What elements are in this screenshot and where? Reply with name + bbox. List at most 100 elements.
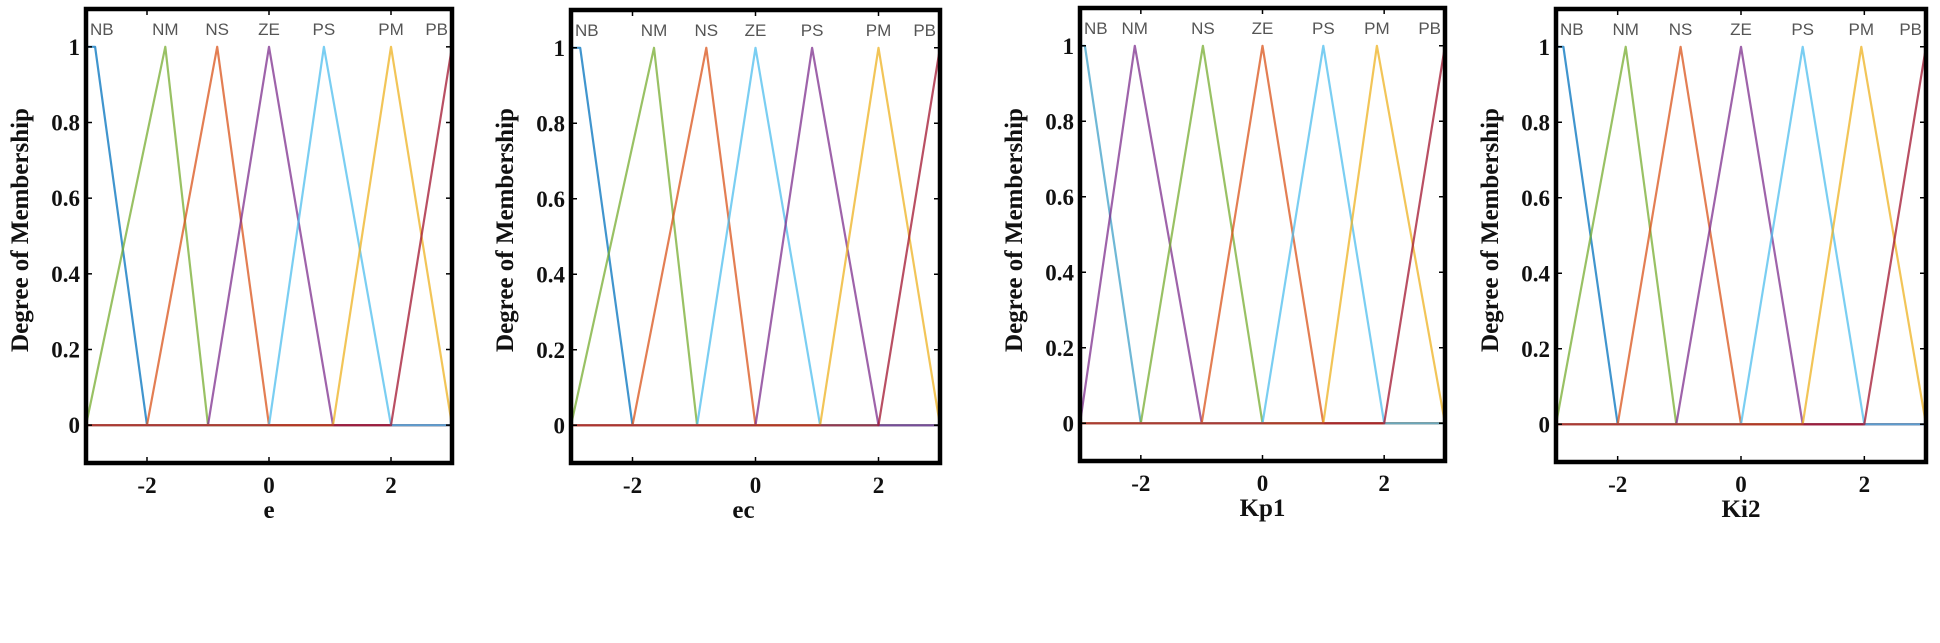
y-tick-label: 0.4 (1045, 260, 1074, 285)
mf-line-pm (1556, 45, 1928, 426)
y-tick-label: 0.6 (1045, 185, 1074, 210)
mf-name-label: NB (1560, 20, 1584, 39)
mf-line-pm (1080, 44, 1447, 425)
y-tick-label: 0.4 (536, 262, 565, 287)
x-tick-label: 2 (873, 473, 885, 498)
mf-name-label: PB (1418, 19, 1441, 38)
x-tick-label: 0 (1735, 472, 1747, 497)
x-tick-label: 2 (385, 473, 397, 498)
mf-name-label: PM (378, 20, 404, 39)
membership-plot-kp1: NB NM NS ZE PS PM PB 0 0.2 0.4 0.6 0.8 1 -2 0 2 Kp1 Degre… (1001, 5, 1448, 522)
mf-line-ps (86, 45, 452, 427)
y-tick-label: 1 (69, 35, 81, 60)
x-axis-label: ec (732, 497, 754, 524)
mf-line-ps (571, 46, 940, 427)
y-tick-label: 1 (1063, 34, 1075, 59)
x-tick-label: 0 (750, 473, 762, 498)
mf-name-label: NB (575, 21, 599, 40)
y-tick-label: 0.2 (536, 338, 565, 363)
mf-line-nm (1078, 44, 1445, 425)
mf-name-label: PB (425, 20, 448, 39)
mf-name-label: PS (313, 20, 336, 39)
y-tick-label: 0.2 (1045, 336, 1074, 361)
mf-name-label: NM (152, 20, 178, 39)
mf-line-pm (86, 45, 454, 427)
mf-name-label: PM (866, 21, 892, 40)
mf-name-label: NB (90, 20, 114, 39)
y-axis-label: Degree of Membership (1001, 108, 1028, 352)
y-tick-label: 0.6 (536, 187, 565, 212)
mf-name-label: PB (1899, 20, 1922, 39)
mf-line-pm (571, 46, 942, 427)
mf-line-ns (571, 46, 940, 427)
x-tick-label: 0 (263, 473, 275, 498)
axes-frame (83, 6, 455, 466)
y-tick-label: 0.2 (1521, 337, 1550, 362)
y-tick-label: 0.4 (51, 262, 80, 287)
x-tick-label: -2 (1131, 471, 1150, 496)
mf-name-label: NS (1191, 19, 1215, 38)
axes-frame (1077, 5, 1448, 464)
mf-line-ps (1080, 44, 1445, 425)
y-tick-label: 1 (1539, 35, 1551, 60)
x-tick-label: -2 (1608, 472, 1627, 497)
y-tick-label: 1 (554, 36, 566, 61)
y-tick-label: 0 (554, 413, 566, 438)
mf-line-pb (86, 46, 454, 427)
mf-line-ns (86, 45, 452, 427)
y-tick-label: 0.4 (1521, 261, 1550, 286)
mf-name-label: PB (913, 21, 936, 40)
x-tick-label: 2 (1378, 471, 1390, 496)
mf-line-nm (84, 45, 452, 427)
y-tick-label: 0.8 (1045, 109, 1074, 134)
x-axis-label: e (263, 497, 274, 524)
mf-name-label: NM (1612, 20, 1638, 39)
mf-line-nm (569, 46, 940, 427)
mf-line-nb (86, 45, 452, 427)
membership-plot-ec: NB NM NS ZE PS PM PB 0 0.2 0.4 0.6 0.8 1 -2 0 2 ec Degree… (492, 7, 943, 524)
mf-line-ze (86, 45, 452, 427)
y-axis-label: Degree of Membership (492, 108, 519, 352)
mf-name-label: PM (1364, 19, 1390, 38)
mf-name-label: PS (1312, 19, 1335, 38)
mf-name-label: PM (1849, 20, 1875, 39)
mf-name-label: ZE (1252, 19, 1274, 38)
mf-name-label: NS (205, 20, 229, 39)
y-tick-label: 0 (69, 413, 81, 438)
mf-name-label: ZE (1730, 20, 1752, 39)
x-tick-label: 0 (1257, 471, 1269, 496)
axes-frame (568, 7, 943, 466)
y-tick-label: 0.8 (536, 111, 565, 136)
x-axis-label: Ki2 (1722, 496, 1761, 523)
y-tick-label: 0 (1063, 411, 1075, 436)
x-tick-label: -2 (137, 473, 156, 498)
mf-line-pb (1556, 46, 1928, 426)
mf-name-label: PS (801, 21, 824, 40)
mf-line-ze (571, 46, 940, 427)
mf-line-ns (1080, 44, 1445, 425)
y-tick-label: 0.6 (1521, 186, 1550, 211)
mf-name-label: NM (641, 21, 667, 40)
x-tick-label: -2 (623, 473, 642, 498)
mf-name-label: ZE (258, 20, 280, 39)
y-tick-label: 0.2 (51, 338, 80, 363)
y-axis-label: Degree of Membership (1477, 108, 1504, 352)
y-tick-label: 0 (1539, 412, 1551, 437)
y-tick-label: 0.8 (51, 111, 80, 136)
mf-line-nb (1080, 44, 1445, 425)
mf-line-pb (1080, 45, 1447, 425)
mf-name-label: NS (694, 21, 718, 40)
membership-plot-ki2: NB NM NS ZE PS PM PB 0 0.2 0.4 0.6 0.8 1 -2 0 2 Ki2 Degre… (1477, 6, 1929, 523)
mf-name-label: ZE (745, 21, 767, 40)
x-tick-label: 2 (1859, 472, 1871, 497)
y-tick-label: 0.8 (1521, 110, 1550, 135)
mf-name-label: NS (1669, 20, 1693, 39)
mf-name-label: NB (1084, 19, 1108, 38)
membership-plot-e: NB NM NS ZE PS PM PB 0 0.2 0.4 0.6 0.8 1 -2 0 2 e Degree … (7, 6, 455, 524)
y-axis-label: Degree of Membership (7, 108, 34, 352)
axes-frame (1553, 6, 1929, 465)
mf-line-nb (571, 46, 940, 427)
mf-name-label: PS (1791, 20, 1814, 39)
mf-name-label: NM (1122, 19, 1148, 38)
